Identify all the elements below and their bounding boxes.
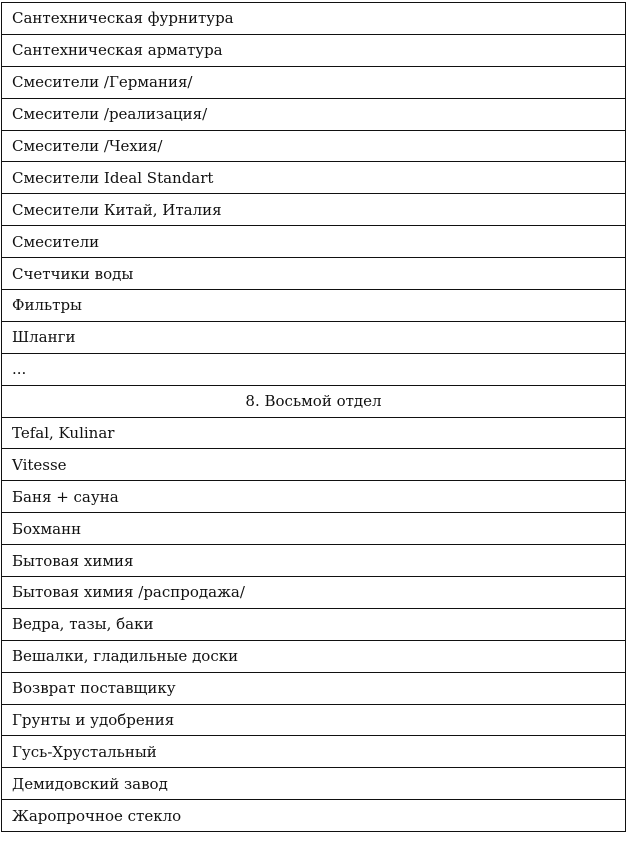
category-name: Бытовая химия /распродажа/ (1, 576, 626, 609)
table-row: ... (1, 352, 626, 386)
category-name: Баня + сауна (1, 480, 626, 514)
category-name: Смесители (1, 225, 626, 259)
table-row: Баня + сауна (1, 480, 626, 514)
table-row: Смесители Китай, Италия (1, 193, 626, 227)
table-row: Демидовский завод (1, 767, 626, 801)
category-name: Гусь-Хрустальный (1, 735, 626, 769)
table-row: Смесители Ideal Standart (1, 161, 626, 195)
category-name: Фильтры (1, 289, 626, 322)
category-name: Смесители /реализация/ (1, 97, 626, 131)
section-title: 8. Восьмой отдел (1, 384, 626, 418)
table-row: Жаропрочное стекло (1, 799, 626, 833)
category-name: Смесители Ideal Standart (1, 161, 626, 195)
category-name: Демидовский завод (1, 767, 626, 801)
table-row: Vitesse (1, 448, 626, 482)
table-row: Шланги (1, 320, 626, 354)
table-row: Сантехническая арматура (1, 33, 626, 67)
category-name: Счетчики воды (1, 257, 626, 291)
category-name: Смесители /Чехия/ (1, 129, 626, 163)
category-name: Смесители /Германия/ (1, 65, 626, 99)
category-name: Tefal, Kulinar (1, 416, 626, 450)
table-row: Смесители /Чехия/ (1, 129, 626, 163)
table-row: Гусь-Хрустальный (1, 735, 626, 769)
table-row: Счетчики воды (1, 257, 626, 291)
category-name: Жаропрочное стекло (1, 799, 626, 833)
category-name: Бохманн (1, 512, 626, 546)
table-row: Ведра, тазы, баки (1, 607, 626, 641)
category-name: Смесители Китай, Италия (1, 193, 626, 227)
table-row: Tefal, Kulinar (1, 416, 626, 450)
table-row: Грунты и удобрения (1, 703, 626, 737)
category-name: Ведра, тазы, баки (1, 607, 626, 641)
section-header-row: 8. Восьмой отдел (1, 384, 626, 418)
category-name: Возврат поставщику (1, 671, 626, 705)
table-row: Бытовая химия (1, 544, 626, 578)
category-name: Бытовая химия (1, 544, 626, 578)
table-row: Смесители /Германия/ (1, 65, 626, 99)
table-row: Бытовая химия /распродажа/ (1, 576, 626, 609)
table-row: Сантехническая фурнитура (1, 2, 626, 35)
category-name: Vitesse (1, 448, 626, 482)
category-name: Вешалки, гладильные доски (1, 639, 626, 673)
table-row: Бохманн (1, 512, 626, 546)
category-name: Сантехническая арматура (1, 33, 626, 67)
category-name: Сантехническая фурнитура (1, 2, 626, 35)
table-row: Смесители /реализация/ (1, 97, 626, 131)
table-row: Вешалки, гладильные доски (1, 639, 626, 673)
table-row: Фильтры (1, 289, 626, 322)
category-name: Шланги (1, 320, 626, 354)
table-row: Смесители (1, 225, 626, 259)
category-name: ... (1, 352, 626, 386)
category-name: Грунты и удобрения (1, 703, 626, 737)
table-row: Возврат поставщику (1, 671, 626, 705)
